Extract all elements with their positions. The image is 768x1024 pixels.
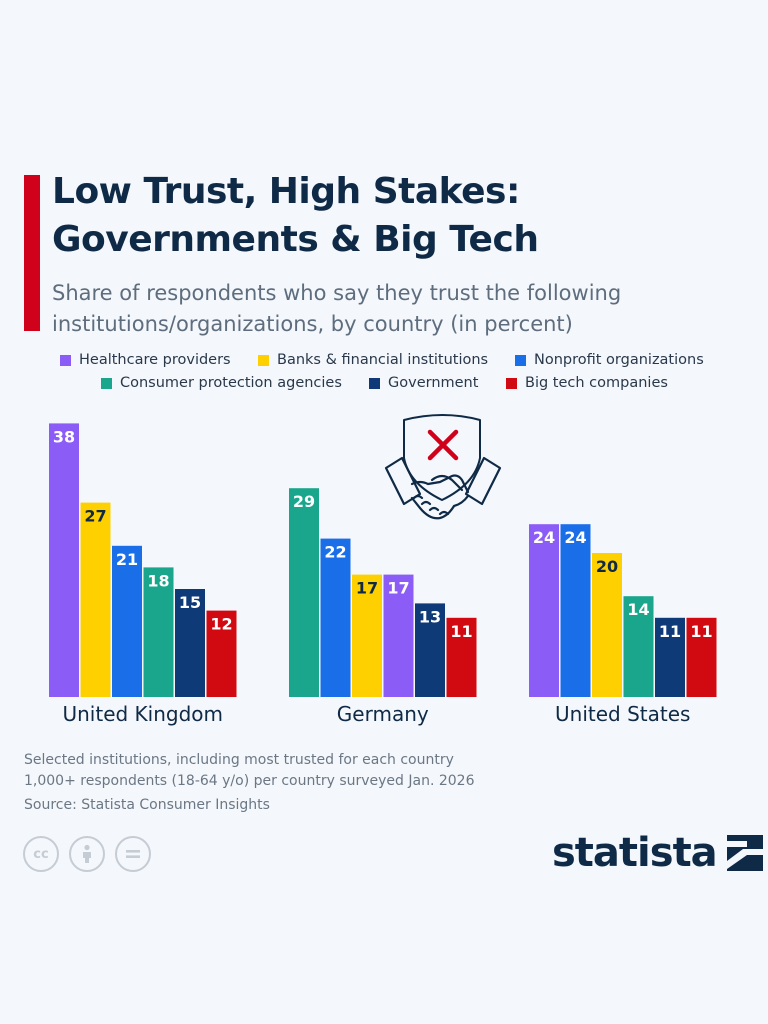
value-label-united-kingdom-banks: 27 — [84, 507, 106, 526]
value-label-germany-healthcare: 17 — [387, 579, 409, 598]
bar-united-states-banks — [592, 553, 622, 697]
chart-notes: Selected institutions, including most tr… — [24, 750, 474, 816]
bar-united-states-bigtech — [686, 617, 717, 697]
value-label-united-states-healthcare: 24 — [533, 528, 555, 547]
value-label-united-states-government: 11 — [659, 622, 681, 641]
value-label-united-kingdom-healthcare: 38 — [53, 427, 75, 446]
statista-logo[interactable]: statista — [552, 830, 763, 876]
bar-united-kingdom-consumer — [143, 567, 174, 697]
legend-label-banks: Banks & financial institutions — [277, 352, 489, 368]
bar-united-kingdom-healthcare — [49, 423, 79, 697]
bar-germany-banks — [352, 574, 382, 697]
handshake-shield-icon — [384, 414, 502, 520]
bar-united-kingdom-bigtech — [206, 610, 237, 697]
bar-germany-government — [415, 603, 445, 697]
bar-germany-bigtech — [446, 617, 477, 697]
license-icons: cc — [23, 836, 151, 872]
legend-item-consumer: Consumer protection agencies — [101, 375, 342, 391]
subtitle-line-1: Share of respondents who say they trust … — [52, 281, 622, 305]
equals-icon — [126, 850, 140, 858]
legend-label-healthcare: Healthcare providers — [79, 352, 231, 368]
bar-germany-healthcare — [383, 574, 414, 697]
statista-mark-icon — [726, 835, 763, 871]
bar-germany-nonprofit — [320, 538, 351, 697]
bar-germany-consumer — [289, 488, 319, 697]
legend-swatch-nonprofit — [515, 354, 526, 366]
note-line-2: 1,000+ respondents (18-64 y/o) per count… — [24, 773, 475, 789]
legend-item-healthcare: Healthcare providers — [60, 352, 231, 368]
title-line-2: Governments & Big Tech — [52, 219, 539, 260]
value-label-germany-nonprofit: 22 — [324, 543, 346, 562]
value-label-united-kingdom-nonprofit: 21 — [116, 550, 138, 569]
legend-swatch-bigtech — [506, 377, 517, 389]
bar-united-kingdom-nonprofit — [112, 545, 142, 697]
legend-label-consumer: Consumer protection agencies — [120, 375, 342, 391]
legend-item-banks: Banks & financial institutions — [258, 352, 488, 368]
legend-item-government: Government — [369, 375, 478, 391]
source-note: Source: Statista Consumer Insights — [24, 797, 270, 813]
legend-label-government: Government — [388, 375, 479, 391]
legend-swatch-consumer — [101, 377, 112, 389]
legend-item-nonprofit: Nonprofit organizations — [515, 352, 704, 368]
value-label-germany-consumer: 29 — [293, 492, 315, 511]
bar-united-states-healthcare — [529, 524, 559, 697]
bar-chart: 38 27 21 18 15 12 United Kingdom 29 22 17 17 13 11 Ge… — [49, 414, 717, 726]
chart-title: Low Trust, High Stakes: Governments & Bi… — [52, 168, 539, 264]
country-label-united-states: United States — [555, 702, 690, 726]
chart-subtitle: Share of respondents who say they trust … — [52, 278, 752, 340]
legend-label-nonprofit: Nonprofit organizations — [534, 352, 704, 368]
bar-united-states-consumer — [623, 596, 654, 697]
brand-name: statista — [552, 830, 718, 876]
country-label-united-kingdom: United Kingdom — [62, 702, 223, 726]
bar-united-kingdom-government — [175, 589, 205, 697]
title-line-1: Low Trust, High Stakes: — [52, 171, 520, 212]
legend-swatch-banks — [258, 354, 269, 366]
attribution-icon[interactable] — [69, 836, 105, 872]
title-accent-bar — [24, 175, 40, 331]
legend-swatch-healthcare — [60, 354, 71, 366]
subtitle-line-2: institutions/organizations, by country (… — [52, 312, 573, 336]
value-label-germany-government: 13 — [419, 607, 441, 626]
value-label-united-kingdom-bigtech: 12 — [210, 615, 232, 634]
creative-commons-icon[interactable]: cc — [23, 836, 59, 872]
value-label-united-kingdom-consumer: 18 — [147, 571, 169, 590]
cc-text: cc — [33, 846, 49, 862]
no-derivatives-icon[interactable] — [115, 836, 151, 872]
value-label-united-states-bigtech: 11 — [690, 622, 712, 641]
bar-united-states-government — [655, 617, 685, 697]
bars-layer: 38 27 21 18 15 12 United Kingdom 29 22 17 17 13 11 Ge… — [49, 423, 717, 726]
value-label-united-states-nonprofit: 24 — [564, 528, 586, 547]
country-label-germany: Germany — [337, 702, 429, 726]
legend-label-bigtech: Big tech companies — [525, 375, 668, 391]
person-icon — [83, 844, 91, 863]
legend-item-bigtech: Big tech companies — [506, 375, 668, 391]
value-label-united-states-banks: 20 — [596, 557, 618, 576]
note-line-1: Selected institutions, including most tr… — [24, 752, 454, 768]
value-label-germany-bigtech: 11 — [450, 622, 472, 641]
bar-united-kingdom-banks — [80, 502, 111, 697]
value-label-united-kingdom-government: 15 — [179, 593, 201, 612]
value-label-united-states-consumer: 14 — [627, 600, 649, 619]
legend-swatch-government — [369, 377, 380, 389]
bar-united-states-nonprofit — [560, 524, 591, 697]
value-label-germany-banks: 17 — [356, 579, 378, 598]
